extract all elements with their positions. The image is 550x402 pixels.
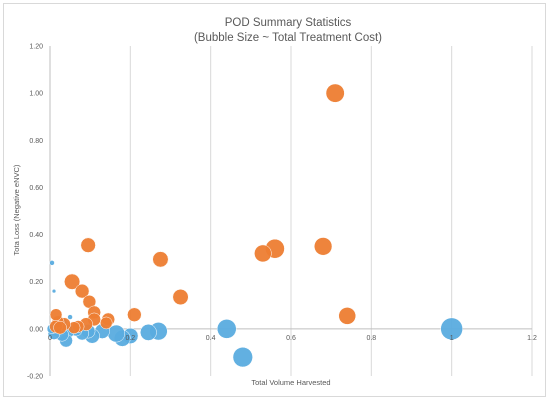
bubble-orange xyxy=(53,320,67,335)
chart-title: POD Summary Statistics xyxy=(225,17,352,29)
x-axis-title: Total Volume Harvested xyxy=(251,378,330,387)
bubble-blue xyxy=(216,319,237,339)
y-tick-label: 0.80 xyxy=(29,138,43,145)
y-axis-title: Tota Loss (Negative eNVC) xyxy=(12,164,21,255)
y-tick-label: 0.40 xyxy=(29,232,43,239)
x-tick-label: 0.2 xyxy=(125,335,135,342)
x-tick-label: 0.8 xyxy=(366,335,376,342)
bubble-blue xyxy=(51,288,57,294)
y-tick-label: 1.20 xyxy=(29,44,43,51)
bubble-blue xyxy=(67,314,73,320)
chart-subtitle: (Bubble Size ~ Total Treatment Cost) xyxy=(194,32,382,44)
bubble-orange xyxy=(314,237,333,256)
bubbles xyxy=(46,83,463,368)
bubble-blue xyxy=(49,260,55,266)
bubble-orange xyxy=(80,237,96,253)
bubble-orange xyxy=(152,251,169,268)
bubble-blue xyxy=(440,317,463,341)
x-tick-label: 1 xyxy=(450,335,454,342)
bubble-blue xyxy=(139,323,157,341)
bubble-orange xyxy=(338,307,357,325)
bubble-orange xyxy=(99,316,113,330)
bubble-orange xyxy=(172,289,189,306)
bubble-orange xyxy=(254,244,272,263)
x-tick-label: 0.4 xyxy=(206,335,216,342)
y-tick-label: -0.20 xyxy=(27,374,43,381)
x-tick-label: 0 xyxy=(48,335,52,342)
gridlines xyxy=(129,46,533,376)
labels: POD Summary Statistics (Bubble Size ~ To… xyxy=(12,17,537,387)
y-tick-label: 0.20 xyxy=(29,279,43,286)
bubble-orange xyxy=(49,308,63,321)
bubble-orange xyxy=(127,307,142,322)
bubble-orange xyxy=(325,83,345,103)
y-tick-label: 0.60 xyxy=(29,185,43,192)
bubble-blue xyxy=(232,347,253,368)
y-tick-label: 1.00 xyxy=(29,91,43,98)
bubble-orange xyxy=(74,283,90,299)
bubble-orange xyxy=(64,273,81,290)
x-tick-label: 0.6 xyxy=(286,335,296,342)
y-tick-label: 0.00 xyxy=(29,326,43,333)
x-tick-label: 1.2 xyxy=(527,335,537,342)
